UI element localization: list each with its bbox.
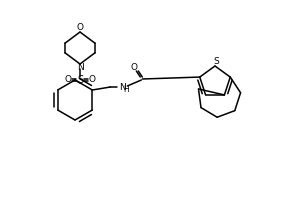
Text: H: H [123,84,129,94]
Text: O: O [131,62,138,72]
Text: S: S [77,75,83,85]
Text: O: O [64,74,71,84]
Text: N: N [76,64,83,72]
Text: N: N [119,82,126,92]
Text: O: O [88,74,95,84]
Text: S: S [213,58,219,66]
Text: O: O [76,23,83,32]
